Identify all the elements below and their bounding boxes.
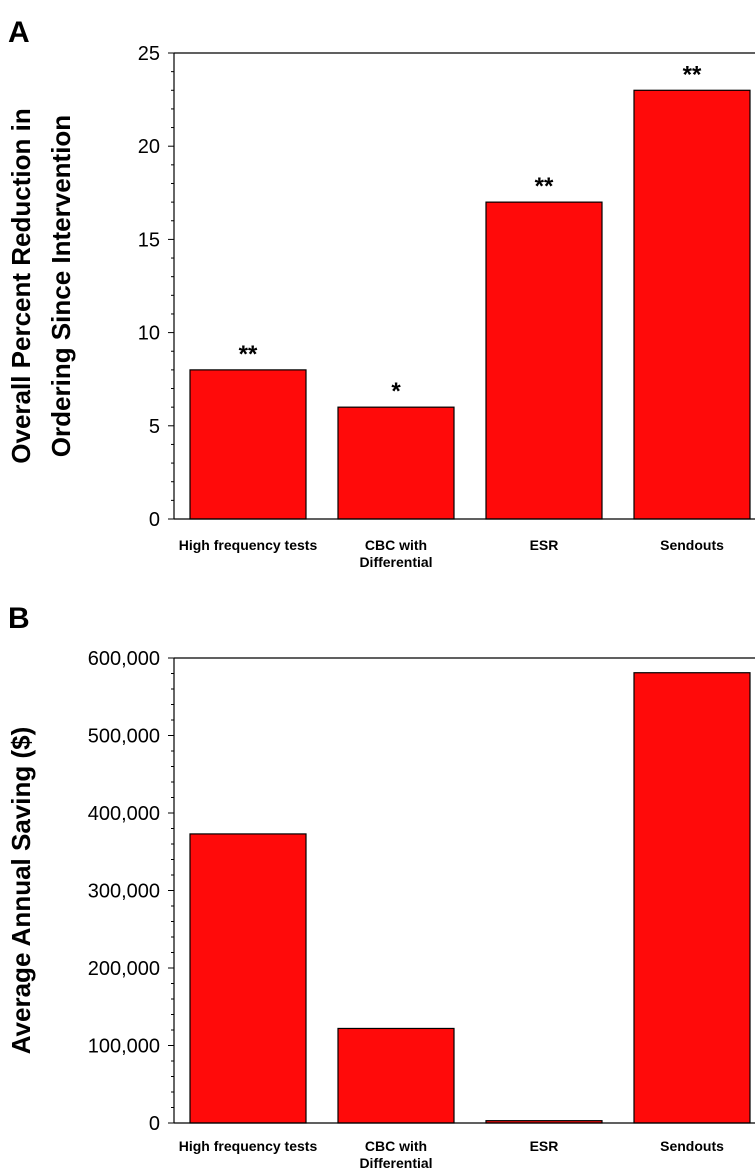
bar	[485, 201, 603, 520]
y-tick-label: 20	[138, 136, 160, 158]
y-tick-label: 5	[149, 416, 160, 438]
panel-letter: A	[8, 16, 30, 49]
bar	[633, 672, 751, 1124]
y-tick-label: 200,000	[88, 958, 160, 980]
y-tick-label: 400,000	[88, 803, 160, 825]
x-tick-label: CBC with	[365, 537, 427, 553]
y-tick-label: 0	[149, 1113, 160, 1135]
y-tick-label: 25	[138, 43, 160, 65]
y-axis-label: Overall Percent Reduction in	[6, 108, 36, 463]
bar	[189, 833, 307, 1124]
y-tick-label: 15	[138, 229, 160, 251]
bar	[189, 369, 307, 520]
x-tick-label: High frequency tests	[179, 537, 318, 553]
significance-label: **	[683, 61, 702, 88]
x-tick-label: ESR	[530, 537, 559, 553]
panel-letter: B	[8, 602, 30, 635]
y-tick-label: 10	[138, 323, 160, 345]
y-axis-label: Ordering Since Intervention	[46, 115, 76, 457]
significance-label: *	[391, 378, 401, 405]
bar	[337, 406, 455, 520]
x-tick-label: Differential	[359, 554, 432, 570]
bar	[633, 89, 751, 520]
x-tick-label: CBC with	[365, 1138, 427, 1154]
significance-label: **	[239, 341, 258, 368]
x-tick-label: ESR	[530, 1138, 559, 1154]
x-tick-label: Differential	[359, 1155, 432, 1171]
y-tick-label: 100,000	[88, 1036, 160, 1058]
bar	[337, 1027, 455, 1124]
y-tick-label: 600,000	[88, 648, 160, 670]
chart-panel-b: B Average Annual Saving ($) High frequency…	[6, 602, 755, 1171]
x-tick-label: Sendouts	[660, 1138, 724, 1154]
significance-label: **	[535, 173, 554, 200]
y-tick-label: 0	[149, 509, 160, 531]
y-tick-label: 300,000	[88, 881, 160, 903]
x-tick-label: Sendouts	[660, 537, 724, 553]
x-tick-label: High frequency tests	[179, 1138, 318, 1154]
y-tick-label: 500,000	[88, 726, 160, 748]
chart-panel-a: A Overall Percent Reduction in Ordering Si…	[6, 16, 755, 570]
y-axis-label: Average Annual Saving ($)	[6, 727, 36, 1055]
